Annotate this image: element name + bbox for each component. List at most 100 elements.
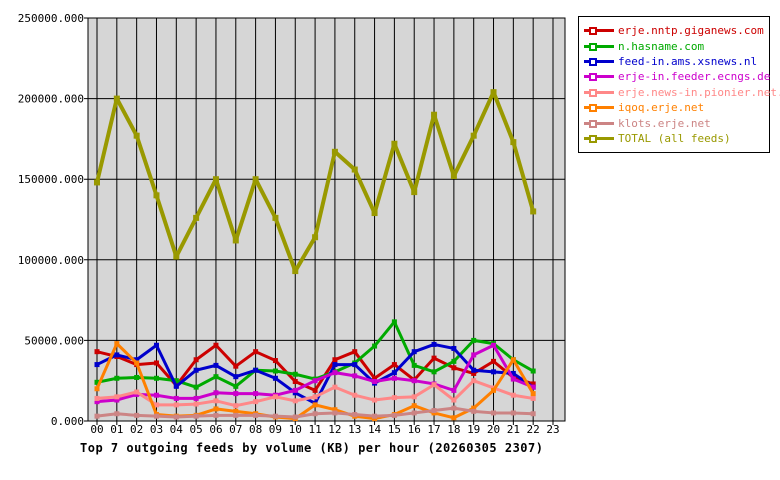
legend-swatch-square-marker <box>589 134 597 143</box>
series-point-marker <box>134 360 140 366</box>
series-point-marker <box>173 378 179 384</box>
x-tick-label: 07 <box>229 423 242 436</box>
legend-swatch-square-marker <box>589 57 597 66</box>
series-point-marker <box>292 379 298 385</box>
x-tick-label: 20 <box>487 423 500 436</box>
series-point-marker <box>232 237 239 244</box>
series-point-marker <box>272 375 278 381</box>
series-point-marker <box>114 375 120 381</box>
x-tick-label: 01 <box>110 423 123 436</box>
series-point-marker <box>173 414 179 420</box>
series-point-marker <box>530 381 536 387</box>
series-point-marker <box>451 387 457 393</box>
series-point-marker <box>491 369 497 375</box>
series-point-marker <box>411 410 417 416</box>
series-point-marker <box>153 192 160 199</box>
x-tick-label: 05 <box>190 423 203 436</box>
series-point-marker <box>391 362 397 368</box>
series-point-marker <box>372 413 378 419</box>
x-tick-label: 15 <box>388 423 401 436</box>
series-point-marker <box>431 369 437 375</box>
legend-label: klots.erje.net <box>618 116 711 130</box>
series-point-marker <box>451 365 457 371</box>
series-point-marker <box>372 343 378 349</box>
series-point-marker <box>292 371 298 377</box>
plot-border <box>87 17 566 422</box>
x-tick-label: 16 <box>408 423 421 436</box>
series-point-marker <box>451 405 457 411</box>
x-tick-label: 12 <box>328 423 341 436</box>
legend-swatch-square-marker <box>589 27 597 36</box>
legend-swatch-line <box>584 136 614 140</box>
series-point-marker <box>94 386 100 392</box>
series-point-marker <box>173 383 179 389</box>
series-point-marker <box>193 367 199 373</box>
series-point-marker <box>233 391 239 397</box>
series-point-marker <box>471 408 477 414</box>
series-point-marker <box>312 387 318 393</box>
series-point-marker <box>530 395 536 401</box>
series-point-marker <box>153 375 159 381</box>
series-point-marker <box>431 355 437 361</box>
legend-swatch-line <box>584 59 614 63</box>
series-point-marker <box>471 378 477 384</box>
series-point-marker <box>352 349 358 355</box>
series-point-marker <box>94 413 100 419</box>
legend-color-swatch <box>584 42 614 51</box>
series-point-marker <box>510 357 516 363</box>
series-point-marker <box>193 395 199 401</box>
legend-swatch-square-marker <box>589 88 597 97</box>
series-point-marker <box>213 398 219 404</box>
series-point-marker <box>372 375 378 381</box>
series-point-marker <box>153 360 159 366</box>
x-tick-label: 04 <box>170 423 184 436</box>
series-point-marker <box>332 384 338 390</box>
series-point-marker <box>114 411 120 417</box>
series-point-marker <box>173 402 179 408</box>
legend-color-swatch <box>584 26 614 36</box>
series-point-marker <box>233 374 239 380</box>
series-point-marker <box>312 411 318 417</box>
series-point-marker <box>193 214 200 221</box>
series-point-marker <box>510 392 516 398</box>
legend-label: erje.nntp.giganews.com <box>618 24 764 38</box>
legend-swatch-line <box>584 90 614 94</box>
legend-swatch-line <box>584 44 614 48</box>
legend-color-swatch <box>584 57 614 66</box>
series-point-marker <box>133 132 140 139</box>
series-point-marker <box>114 394 120 400</box>
series-point-marker <box>391 375 397 381</box>
x-tick-label: 22 <box>527 423 540 436</box>
series-point-marker <box>253 367 259 373</box>
legend-item: n.hasname.com <box>584 38 769 53</box>
series-point-marker <box>332 357 338 363</box>
legend-color-swatch <box>584 88 614 97</box>
legend-swatch-square-marker <box>589 42 597 51</box>
legend-item: erje-in.feeder.ecngs.de <box>584 69 770 84</box>
y-tick-label: 200000.000 <box>18 93 84 106</box>
series-point-marker <box>431 111 438 118</box>
series-point-marker <box>292 414 298 420</box>
x-tick-label: 06 <box>209 423 222 436</box>
series-point-marker <box>411 349 417 355</box>
series-point-marker <box>272 368 278 374</box>
legend-swatch-square-marker <box>589 73 597 82</box>
y-tick-label: 150000.000 <box>18 173 84 186</box>
series-point-marker <box>94 379 100 385</box>
series-point-marker <box>530 411 536 417</box>
series-point-marker <box>372 397 378 403</box>
x-tick-label: 08 <box>249 423 262 436</box>
x-tick-label: 11 <box>308 423 321 436</box>
series-point-marker <box>272 214 279 221</box>
series-point-marker <box>352 412 358 418</box>
series-point-marker <box>391 319 397 325</box>
x-tick-label: 23 <box>546 423 559 436</box>
series-point-marker <box>411 362 417 368</box>
series-point-marker <box>213 342 219 348</box>
series-point-marker <box>411 378 417 384</box>
x-tick-label: 21 <box>507 423 520 436</box>
legend-label: TOTAL (all feeds) <box>618 131 731 145</box>
series-point-marker <box>193 357 199 363</box>
